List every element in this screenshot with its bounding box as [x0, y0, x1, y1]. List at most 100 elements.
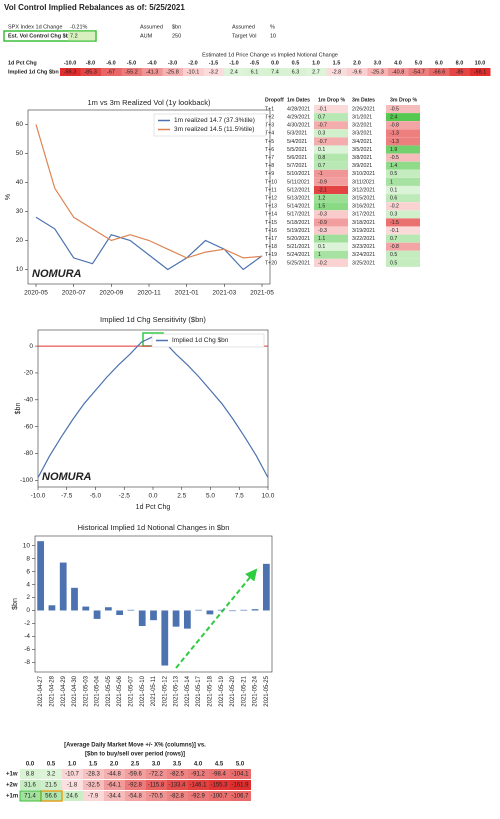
bar	[48, 605, 56, 611]
heat-value: -54.8	[128, 794, 142, 800]
table-cell: 4/30/2021	[287, 123, 310, 129]
row-label: +1m	[6, 794, 18, 800]
heat-cell	[230, 791, 251, 801]
table-title: Estimated 1d Price Change vs Implied Not…	[202, 52, 338, 58]
bar	[138, 610, 146, 627]
y-tick-label: -100	[20, 477, 33, 484]
table-cell: 0.7	[318, 163, 325, 169]
heat-value: -92.9	[191, 794, 205, 800]
chart-title: Historical Implied 1d Notional Changes i…	[78, 523, 230, 532]
pct-header: 5.0	[415, 60, 423, 66]
heat-value: -92.8	[128, 783, 142, 789]
x-tick-label: 2021-05	[250, 290, 274, 297]
heat-cell	[367, 68, 388, 76]
heat-cell	[314, 177, 348, 186]
heat-cell	[314, 202, 348, 211]
heat-cell	[314, 121, 348, 130]
heat-cell	[386, 161, 420, 170]
table-cell: 0.5	[390, 252, 397, 258]
heat-cell	[314, 113, 348, 122]
summary-cell: %	[270, 24, 275, 30]
table-cell: 3/18/2021	[352, 220, 375, 226]
heat-value: -85	[456, 69, 464, 75]
heat-value: -82.5	[170, 772, 184, 778]
bar	[161, 610, 169, 666]
heat-value: -59.6	[128, 772, 142, 778]
table-cell: T+9	[265, 171, 274, 177]
column-header: 1m Drop %	[318, 97, 345, 103]
heat-cell	[83, 769, 104, 779]
table-cell: -0.9	[318, 179, 327, 185]
table-cell: -1.3	[390, 131, 399, 137]
table-cell: 5/4/2021	[287, 139, 307, 145]
column-header: 1m Dates	[287, 97, 310, 103]
table-cell: T+10	[265, 179, 277, 185]
summary-cell: Est. Vol Control Chg $bn	[8, 33, 73, 39]
heat-value: -28.3	[86, 772, 100, 778]
heat-cell	[347, 68, 368, 76]
row-label: Implied 1d Chg $bn	[8, 69, 59, 75]
x-tick-label: 2020-07	[62, 290, 86, 297]
x-tick-label: 2021-05-14	[185, 675, 191, 706]
table-cell: 3/3/2021	[352, 131, 372, 137]
y-tick-label: -60	[24, 423, 34, 430]
heat-cell	[20, 791, 41, 801]
heat-value: -106.7	[231, 794, 249, 800]
x-tick-label: 2021-05-12	[162, 675, 168, 706]
heat-cell	[209, 769, 230, 779]
summary-cell: Target Vol	[232, 33, 256, 39]
heat-value: 6.1	[251, 69, 259, 75]
table-cell: 0.1	[318, 244, 325, 250]
heat-cell	[386, 226, 420, 235]
heat-cell	[20, 780, 41, 790]
table-cell: -1.3	[390, 139, 399, 145]
table-cell: 3/16/2021	[352, 204, 375, 210]
heat-value: -66.6	[433, 69, 446, 75]
heat-cell	[183, 68, 204, 76]
table-title: [$bn to buy/sell over period (rows)]	[85, 752, 185, 758]
heat-value: 3.2	[47, 772, 56, 778]
table-cell: -0.5	[390, 155, 399, 161]
heat-cell	[386, 202, 420, 211]
heat-value: -3.2	[209, 69, 218, 75]
watermark: NOMURA	[42, 471, 92, 483]
table-cell: -0.1	[390, 228, 399, 234]
pct-header: -10.0	[64, 60, 77, 66]
heat-cell	[386, 234, 420, 243]
table-cell: 0.7	[390, 236, 397, 242]
bar	[172, 610, 180, 627]
x-tick-label: 2021-05-25	[264, 675, 270, 706]
x-tick-label: 7.5	[235, 493, 244, 500]
heat-value: 21.5	[45, 783, 57, 789]
x-tick-label: 2021-05-06	[117, 675, 123, 706]
heat-cell	[326, 68, 347, 76]
table-cell: 2.4	[390, 114, 397, 120]
x-tick-label: 2020-11	[137, 290, 161, 297]
table-cell: 5/14/2021	[287, 204, 310, 210]
heat-value: -98.1	[474, 69, 487, 75]
heat-value: -54.7	[412, 69, 425, 75]
table-cell: 1.5	[318, 204, 325, 210]
heat-cell	[388, 68, 409, 76]
heat-cell	[314, 169, 348, 178]
bar	[104, 607, 112, 611]
heat-value: -104.1	[231, 772, 249, 778]
chart-title: Implied 1d Chg Sensitivity ($bn)	[100, 315, 206, 324]
bar	[37, 541, 45, 611]
heat-cell	[386, 105, 420, 113]
table-cell: -1.5	[390, 220, 399, 226]
heat-cell	[386, 242, 420, 251]
heat-cell	[314, 161, 348, 170]
heat-value: -41.3	[146, 69, 159, 75]
table-cell: -0.8	[390, 244, 399, 250]
table-cell: 3/10/2021	[352, 171, 375, 177]
table-cell: T+15	[265, 220, 277, 226]
x-tick-label: 2021-05-17	[196, 675, 202, 706]
heat-cell	[188, 780, 209, 790]
table-cell: T+6	[265, 147, 274, 153]
y-tick-label: 30	[16, 208, 24, 215]
heat-cell	[230, 769, 251, 779]
heat-value: -64.1	[107, 783, 121, 789]
heat-cell	[209, 791, 230, 801]
x-tick-label: 2021-05-13	[174, 675, 180, 706]
